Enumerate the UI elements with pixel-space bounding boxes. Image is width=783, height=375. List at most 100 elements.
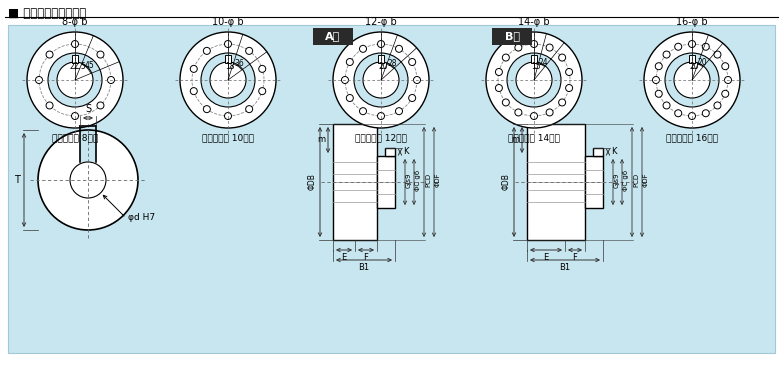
Text: PCD: PCD: [425, 173, 431, 187]
Circle shape: [507, 53, 561, 107]
Circle shape: [675, 110, 682, 117]
Text: B1: B1: [559, 263, 571, 272]
Circle shape: [57, 62, 93, 98]
Bar: [585, 156, 603, 208]
Circle shape: [359, 45, 366, 53]
Circle shape: [644, 32, 740, 128]
Circle shape: [71, 40, 78, 48]
Bar: [593, 148, 603, 156]
Circle shape: [354, 53, 408, 107]
Text: 36: 36: [235, 59, 244, 68]
Text: F: F: [572, 253, 577, 262]
Text: ■ 図面・製品仕様表組: ■ 図面・製品仕様表組: [8, 7, 86, 20]
Circle shape: [190, 65, 197, 72]
Circle shape: [97, 51, 104, 58]
Circle shape: [225, 112, 232, 120]
Text: 20: 20: [690, 62, 699, 71]
Circle shape: [496, 69, 503, 75]
Text: 16-φ b: 16-φ b: [677, 17, 708, 27]
Circle shape: [377, 40, 384, 48]
Circle shape: [346, 94, 353, 102]
Circle shape: [35, 76, 42, 84]
Circle shape: [246, 47, 253, 54]
Bar: [531, 55, 537, 63]
Bar: [377, 156, 395, 208]
Circle shape: [258, 65, 265, 72]
Circle shape: [180, 32, 276, 128]
Text: m: m: [317, 135, 325, 144]
Text: GJs9: GJs9: [614, 172, 620, 188]
Circle shape: [714, 102, 721, 109]
Circle shape: [531, 40, 537, 48]
Text: ボルト穴数 12ケ所: ボルト穴数 12ケ所: [355, 133, 407, 142]
Circle shape: [38, 130, 138, 230]
Circle shape: [409, 58, 416, 66]
Bar: [492, 28, 532, 45]
Text: A型: A型: [326, 32, 341, 42]
Text: 12-φ b: 12-φ b: [365, 17, 397, 27]
Circle shape: [702, 43, 709, 50]
Bar: [72, 55, 78, 63]
Bar: [378, 55, 384, 63]
Text: 8-φ b: 8-φ b: [63, 17, 88, 27]
Text: m: m: [511, 135, 519, 144]
Text: PCD: PCD: [633, 173, 639, 187]
Text: 20: 20: [379, 62, 388, 71]
Text: 15: 15: [531, 62, 540, 70]
Circle shape: [201, 53, 255, 107]
Text: GJs9: GJs9: [406, 172, 412, 188]
Text: 22.5: 22.5: [70, 62, 86, 71]
Circle shape: [204, 106, 211, 112]
Circle shape: [210, 62, 246, 98]
Circle shape: [48, 53, 102, 107]
Circle shape: [515, 44, 522, 51]
Circle shape: [395, 108, 402, 115]
Bar: [689, 55, 695, 63]
Circle shape: [663, 102, 670, 109]
Text: K: K: [403, 147, 409, 156]
Circle shape: [565, 84, 572, 92]
Circle shape: [46, 102, 53, 109]
Circle shape: [546, 109, 553, 116]
Circle shape: [546, 44, 553, 51]
Text: ΦDB: ΦDB: [308, 174, 317, 190]
Bar: [333, 124, 377, 240]
Circle shape: [722, 63, 729, 70]
Bar: [80, 126, 96, 162]
Circle shape: [714, 51, 721, 58]
Circle shape: [688, 112, 695, 120]
Circle shape: [663, 51, 670, 58]
Text: ΦDF: ΦDF: [435, 172, 441, 188]
Circle shape: [675, 43, 682, 50]
Text: K: K: [611, 147, 616, 156]
Circle shape: [702, 110, 709, 117]
Circle shape: [225, 40, 232, 48]
Circle shape: [531, 112, 537, 120]
Circle shape: [688, 40, 695, 48]
Text: 18: 18: [226, 62, 235, 70]
Text: 24: 24: [538, 58, 548, 67]
Circle shape: [246, 106, 253, 112]
Text: T: T: [14, 175, 20, 185]
Circle shape: [71, 112, 78, 120]
Circle shape: [107, 76, 114, 84]
Circle shape: [46, 51, 53, 58]
Circle shape: [486, 32, 582, 128]
Bar: [8, 25, 775, 353]
Text: ボルト穴数 8ケ所: ボルト穴数 8ケ所: [52, 133, 98, 142]
Circle shape: [409, 94, 416, 102]
Circle shape: [724, 76, 731, 84]
Bar: [313, 28, 353, 45]
Text: F: F: [363, 253, 369, 262]
Circle shape: [341, 76, 348, 84]
Text: 45: 45: [85, 62, 94, 70]
Circle shape: [503, 54, 510, 61]
Text: 28: 28: [388, 59, 397, 68]
Circle shape: [516, 62, 552, 98]
Circle shape: [413, 76, 420, 84]
Circle shape: [363, 62, 399, 98]
Bar: [225, 55, 231, 63]
Circle shape: [558, 99, 565, 106]
Circle shape: [674, 62, 710, 98]
Circle shape: [377, 112, 384, 120]
